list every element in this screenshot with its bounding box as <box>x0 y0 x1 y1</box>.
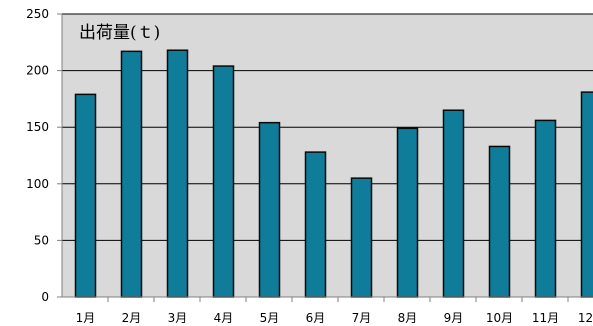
x-tick-label: 12月 <box>578 311 593 325</box>
x-tick-label: 3月 <box>168 311 188 325</box>
x-tick-label: 11月 <box>532 311 559 325</box>
bar <box>350 177 373 298</box>
bar <box>580 91 593 298</box>
x-tick-label: 4月 <box>214 311 234 325</box>
x-tick-label: 5月 <box>260 311 280 325</box>
x-tick-label: 9月 <box>444 311 464 325</box>
y-tick-labels: 0 50 100 150 200 250 <box>26 7 49 304</box>
x-tick-label: 10月 <box>486 311 513 325</box>
y-tick-label: 50 <box>34 233 49 247</box>
x-tick-label: 8月 <box>398 311 418 325</box>
y-tick-label: 200 <box>26 64 49 78</box>
y-tick-label: 250 <box>26 7 49 21</box>
bar <box>442 109 465 298</box>
bar <box>74 93 97 298</box>
bar <box>304 151 327 298</box>
bar <box>212 65 235 298</box>
bar <box>120 50 143 298</box>
x-tick-label: 6月 <box>306 311 326 325</box>
chart-title: 出荷量(ｔ) <box>79 23 160 43</box>
bar <box>534 119 557 298</box>
y-tick-label: 150 <box>26 120 49 134</box>
x-tick-labels: 1月 2月 3月 4月 5月 6月 7月 8月 9月 10月 11月 12月 <box>76 311 593 325</box>
x-tick-label: 1月 <box>76 311 96 325</box>
x-tick-label: 7月 <box>352 311 372 325</box>
y-tick-label: 100 <box>26 177 49 191</box>
bar <box>396 127 419 298</box>
bar <box>488 145 511 298</box>
axes <box>57 13 593 302</box>
bar <box>258 121 281 298</box>
x-tick-label: 2月 <box>122 311 142 325</box>
y-tick-label: 0 <box>41 290 49 304</box>
bar <box>166 49 189 298</box>
